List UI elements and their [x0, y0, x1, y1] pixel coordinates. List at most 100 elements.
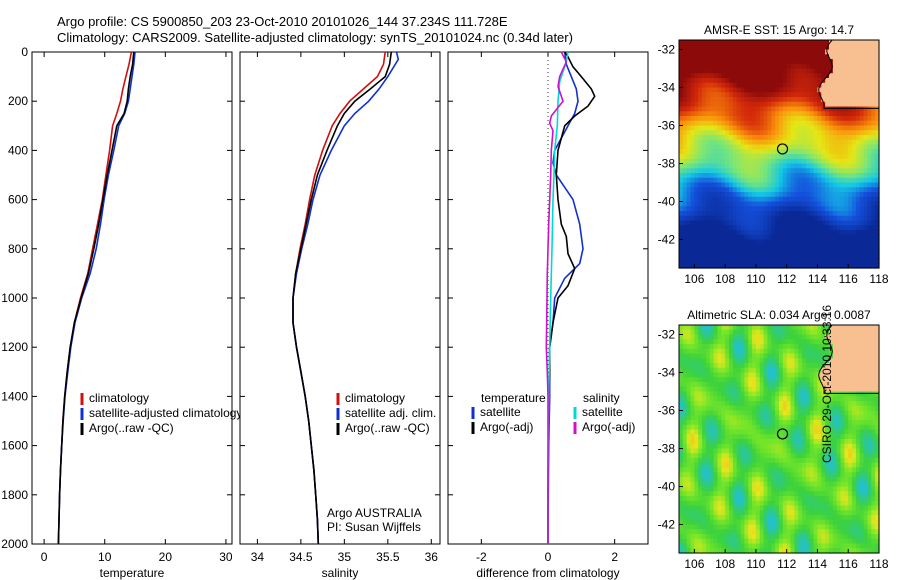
map-cell	[755, 458, 761, 464]
map-cell	[836, 211, 842, 217]
map-cell	[790, 415, 795, 421]
map-cell	[732, 401, 738, 407]
map-cell	[752, 439, 757, 445]
map-cell	[779, 263, 784, 269]
map-cell	[732, 496, 738, 502]
map-cell	[694, 486, 699, 492]
map-cell	[840, 40, 845, 46]
map-cell	[852, 372, 857, 378]
map-cell	[805, 225, 811, 231]
map-cell	[755, 453, 761, 459]
map-cell	[821, 344, 826, 350]
map-cell	[848, 244, 853, 250]
map-cell	[698, 443, 703, 450]
map-cell	[871, 225, 876, 231]
map-cell	[755, 206, 761, 212]
map-cell	[752, 177, 757, 184]
map-cell	[705, 505, 711, 511]
map-cell	[844, 163, 849, 169]
map-cell	[759, 467, 765, 473]
map-cell	[713, 453, 719, 459]
map-cell	[771, 225, 776, 231]
map-cell	[775, 410, 780, 416]
map-cell	[679, 196, 684, 203]
map-cell	[836, 434, 842, 440]
map-cell	[855, 467, 861, 473]
map-cell	[825, 377, 830, 383]
map-cell	[759, 211, 765, 217]
map-cell	[679, 372, 684, 378]
map-cell	[736, 491, 742, 497]
map-cell	[721, 372, 726, 378]
map-cell	[702, 510, 707, 516]
map-cell	[705, 244, 711, 250]
map-cell	[863, 97, 869, 103]
map-cell	[713, 168, 719, 174]
map-cell	[802, 329, 807, 336]
map-cell	[771, 40, 776, 46]
map-cell	[786, 424, 792, 431]
map-cell	[798, 97, 803, 103]
map-cell	[786, 73, 792, 79]
map-cell	[852, 253, 857, 260]
map-cell	[717, 410, 722, 416]
map-cell	[836, 329, 842, 336]
map-cell	[740, 154, 745, 160]
map-cell	[840, 391, 845, 397]
map-cell	[832, 177, 838, 184]
map-cell	[713, 258, 719, 264]
map-cell	[690, 206, 695, 212]
map-cell	[817, 44, 822, 51]
map-cell	[763, 500, 769, 507]
map-cell	[798, 344, 803, 350]
map-cell	[817, 477, 822, 483]
map-cell	[752, 524, 757, 530]
map-cell	[829, 135, 834, 141]
map-cell	[790, 111, 795, 117]
map-cell	[755, 49, 761, 55]
map-cell	[790, 548, 795, 554]
map-cell	[782, 139, 788, 146]
map-cell	[848, 125, 853, 131]
map-cell	[786, 462, 792, 469]
map-cell	[782, 158, 788, 165]
map-cell	[682, 97, 688, 103]
map-cell	[848, 510, 853, 516]
map-cell	[809, 386, 815, 393]
map-cell	[782, 215, 788, 222]
map-cell	[736, 111, 742, 117]
map-cell	[694, 44, 699, 51]
map-cell	[855, 543, 861, 549]
map-cell	[690, 258, 695, 264]
map-cell	[813, 434, 819, 440]
map-cell	[859, 458, 865, 464]
map-cell	[686, 391, 692, 397]
map-cell	[794, 515, 799, 521]
map-cell	[682, 491, 688, 497]
map-cell	[805, 182, 811, 188]
map-cell	[690, 477, 695, 483]
map-cell	[709, 101, 715, 108]
map-cell	[686, 477, 692, 483]
map-cell	[709, 82, 715, 89]
map-cell	[875, 111, 880, 117]
map-cell	[871, 116, 876, 122]
map-cell	[840, 59, 845, 65]
map-cell	[767, 538, 772, 545]
map-cell	[775, 548, 780, 554]
map-cell	[790, 78, 795, 84]
map-cell	[844, 486, 849, 492]
map-cell	[732, 253, 738, 260]
map-cell	[771, 68, 776, 74]
map-cell	[736, 78, 742, 84]
map-cell	[836, 44, 842, 51]
map-cell	[729, 543, 734, 549]
map-cell	[702, 116, 707, 122]
map-cell	[805, 500, 811, 507]
map-cell	[698, 329, 703, 336]
map-cell	[871, 215, 876, 222]
map-cell	[717, 201, 722, 207]
map-cell	[863, 144, 869, 150]
map-cell	[698, 59, 703, 65]
map-cell	[752, 73, 757, 79]
